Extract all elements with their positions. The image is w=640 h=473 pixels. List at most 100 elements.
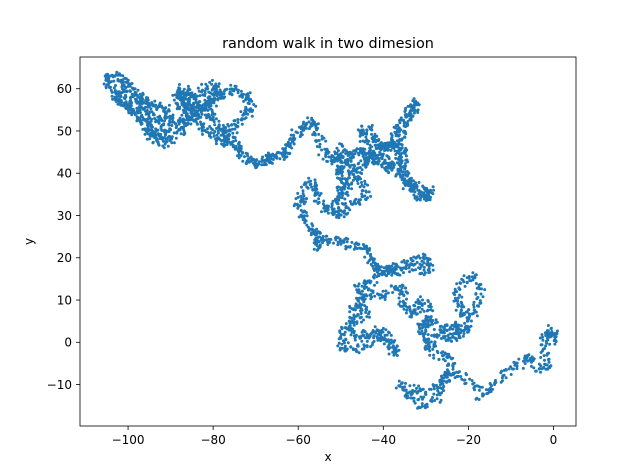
data-point [209,101,213,105]
data-point [250,114,254,118]
data-point [369,252,373,256]
data-point [431,192,435,196]
data-point [427,266,431,270]
data-point [418,332,422,336]
data-point [442,357,445,361]
data-point [390,138,393,142]
data-point [360,195,364,199]
data-point [440,351,443,355]
data-point [358,149,362,153]
data-point [365,281,369,284]
data-point [299,213,303,217]
data-point [117,101,121,105]
data-point [246,112,250,116]
data-point [504,368,508,372]
data-point [456,371,460,374]
data-point [368,153,372,157]
data-point [525,356,529,360]
data-point [284,155,288,159]
data-point [383,333,387,337]
data-point [172,141,176,145]
data-point [360,284,364,288]
data-point [345,347,349,351]
data-point [138,92,142,96]
data-point [364,189,368,193]
data-point [173,93,177,97]
data-point [454,337,458,341]
data-point [180,113,184,117]
data-point [222,96,225,100]
data-point [226,137,230,141]
data-point [136,106,140,110]
y-axis-label: y [22,238,36,245]
data-point [422,338,426,342]
data-point [543,358,546,362]
data-point [417,330,420,334]
data-point [164,132,168,135]
data-point [146,132,150,136]
data-point [149,107,153,111]
data-point [177,120,181,124]
data-point [326,208,330,212]
data-point [404,164,407,168]
data-point [365,132,369,136]
data-point [139,122,143,126]
data-point [211,115,215,119]
data-point [137,116,141,120]
data-point [397,147,401,150]
y-tick-label: 50 [57,124,72,138]
data-point [465,373,468,377]
data-point [371,329,375,332]
data-point [193,92,197,96]
data-point [411,108,415,112]
data-point [314,187,317,191]
data-point [317,197,321,201]
data-point [244,151,248,155]
data-point [401,187,405,191]
data-point [448,332,452,336]
data-point [214,104,218,108]
data-point [299,127,303,131]
data-point [351,178,355,182]
data-point [342,215,346,219]
data-point [252,161,255,165]
data-point [396,272,400,276]
data-point [334,235,338,239]
data-point [296,191,300,195]
data-point [415,312,418,316]
data-point [479,283,483,286]
data-point [214,117,218,121]
data-point [404,311,408,315]
data-point [338,169,342,172]
data-point [351,153,355,157]
data-point [368,315,371,319]
data-point [443,351,447,355]
data-point [356,178,360,181]
data-point [111,97,115,101]
data-point [431,396,434,399]
data-point [440,380,444,384]
data-point [546,331,550,335]
data-point [207,104,211,108]
data-point [199,120,202,124]
data-point [308,183,312,187]
data-point [420,263,424,267]
data-point [339,213,343,217]
data-point [543,331,547,335]
data-point [347,319,351,323]
data-point [292,133,296,137]
data-point [538,367,542,370]
data-point [315,128,319,132]
data-point [469,324,473,328]
data-point [246,154,250,158]
data-point [432,387,436,391]
data-point [124,106,128,110]
data-point [513,363,517,367]
data-point [337,165,341,169]
data-point [304,126,308,130]
data-point [394,351,398,355]
data-point [397,139,401,143]
data-point [136,88,140,92]
data-point [352,247,356,251]
data-point [320,148,324,152]
